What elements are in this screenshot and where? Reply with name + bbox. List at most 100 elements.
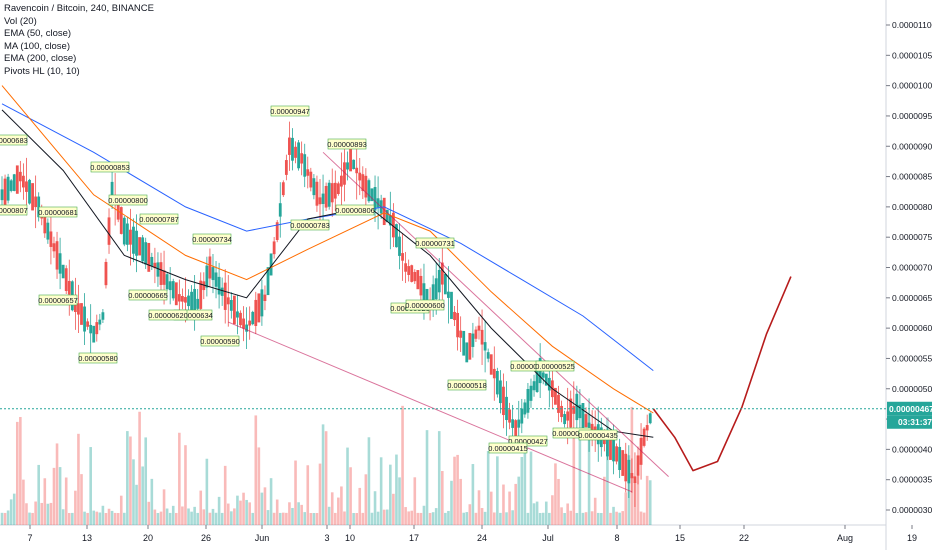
candle-body (223, 282, 227, 310)
volume-bar (379, 457, 383, 525)
volume-bar (358, 487, 362, 525)
candle-body (425, 288, 429, 307)
volume-bar (389, 464, 392, 525)
x-tick-label: 3 (324, 533, 329, 543)
pivot-label: 0.00000435 (578, 431, 618, 440)
volume-bar (248, 502, 251, 525)
volume-bar (486, 451, 490, 525)
pivot-marker (578, 429, 618, 441)
volume-bar (492, 512, 496, 525)
legend-item-vol[interactable]: Vol (20) (4, 15, 37, 27)
volume-bar (40, 502, 44, 525)
candle-body (324, 185, 328, 208)
volume-bar (327, 506, 331, 525)
countdown-label: 03:31:37 (898, 417, 932, 427)
candle-body (291, 137, 294, 161)
legend-title: Ravencoin / Bitcoin, 240, BINANCE (4, 3, 154, 14)
candle-body (129, 229, 132, 245)
volume-bar (86, 512, 89, 525)
volume-bar (251, 512, 255, 525)
candle-body (248, 320, 252, 326)
candle-body (621, 450, 625, 476)
candle-body (190, 291, 193, 312)
legend-item-pivots[interactable]: Pivots HL (10, 10) (4, 65, 80, 77)
volume-bar (352, 512, 355, 525)
volume-bar (645, 475, 649, 525)
volume-bar (275, 499, 279, 525)
candle-body (495, 371, 499, 395)
volume-bar (575, 512, 579, 525)
pivot-label: 0.00000681 (38, 208, 78, 217)
volume-bar (269, 478, 273, 525)
volume-bar (584, 512, 588, 525)
candle-body (492, 368, 496, 379)
candle-body (309, 171, 313, 188)
candle-body (171, 281, 175, 299)
candle-body (547, 377, 551, 391)
candle-body (471, 333, 475, 347)
candle-body (104, 261, 108, 286)
candle-body (174, 282, 178, 306)
volume-bar (407, 511, 410, 525)
volume-bar (107, 508, 111, 525)
candle-body (135, 230, 138, 256)
candle-body (526, 389, 530, 413)
candle-body (138, 237, 141, 256)
candle-body (633, 476, 637, 484)
volume-bar (392, 493, 395, 525)
pivot-label: 0.00000665 (128, 291, 168, 300)
volume-bar (205, 458, 209, 525)
legend-item-ma100[interactable]: MA (100, close) (4, 40, 70, 52)
candle-body (83, 306, 86, 332)
pivot-label: 0.00000580 (78, 354, 118, 363)
volume-bar (563, 512, 566, 525)
volume-bar (116, 512, 120, 525)
y-tick-label: 0.00000300 (892, 505, 932, 515)
volume-bar (236, 495, 239, 525)
candle-body (645, 425, 649, 431)
volume-bar (211, 508, 215, 525)
volume-bar (37, 464, 40, 525)
volume-bar (294, 460, 297, 525)
volume-bar (226, 503, 230, 525)
candle-body (566, 411, 570, 421)
volume-bar (483, 511, 487, 525)
candle-body (401, 253, 404, 261)
volume-bar (34, 501, 37, 525)
volume-bar (315, 512, 319, 525)
countdown-badge (887, 415, 932, 429)
legend-item-ema50[interactable]: EMA (50, close) (4, 28, 72, 40)
candle-body (110, 181, 114, 196)
volume-bar (202, 509, 206, 525)
volume-bar (138, 411, 141, 525)
volume-bar (257, 447, 261, 525)
candle-body (358, 172, 362, 181)
volume-bar (349, 467, 352, 525)
volume-bar (135, 484, 138, 525)
volume-bar (367, 437, 371, 525)
volume-bar (46, 503, 50, 525)
volume-bar (642, 512, 646, 525)
candle-body (416, 270, 420, 290)
candle-body (560, 405, 563, 418)
volume-bar (156, 512, 160, 525)
candle-body (196, 298, 200, 309)
candle-body (266, 267, 270, 296)
volume-bar (346, 447, 349, 525)
candle-body (177, 294, 181, 302)
pivot-marker (0, 204, 28, 216)
candle-body (333, 182, 337, 199)
x-tick-label: 26 (201, 533, 211, 543)
pivot-label: 0.00000731 (415, 239, 455, 248)
candle-body (453, 311, 456, 321)
volume-bar (64, 477, 68, 525)
candle-body (187, 295, 190, 307)
legend-item-ema200[interactable]: EMA (200, close) (4, 53, 77, 65)
candle-body (450, 291, 453, 319)
volume-bar (505, 512, 508, 525)
candle-body (410, 265, 414, 282)
volume-bar (508, 491, 511, 525)
candle-body (554, 387, 557, 405)
